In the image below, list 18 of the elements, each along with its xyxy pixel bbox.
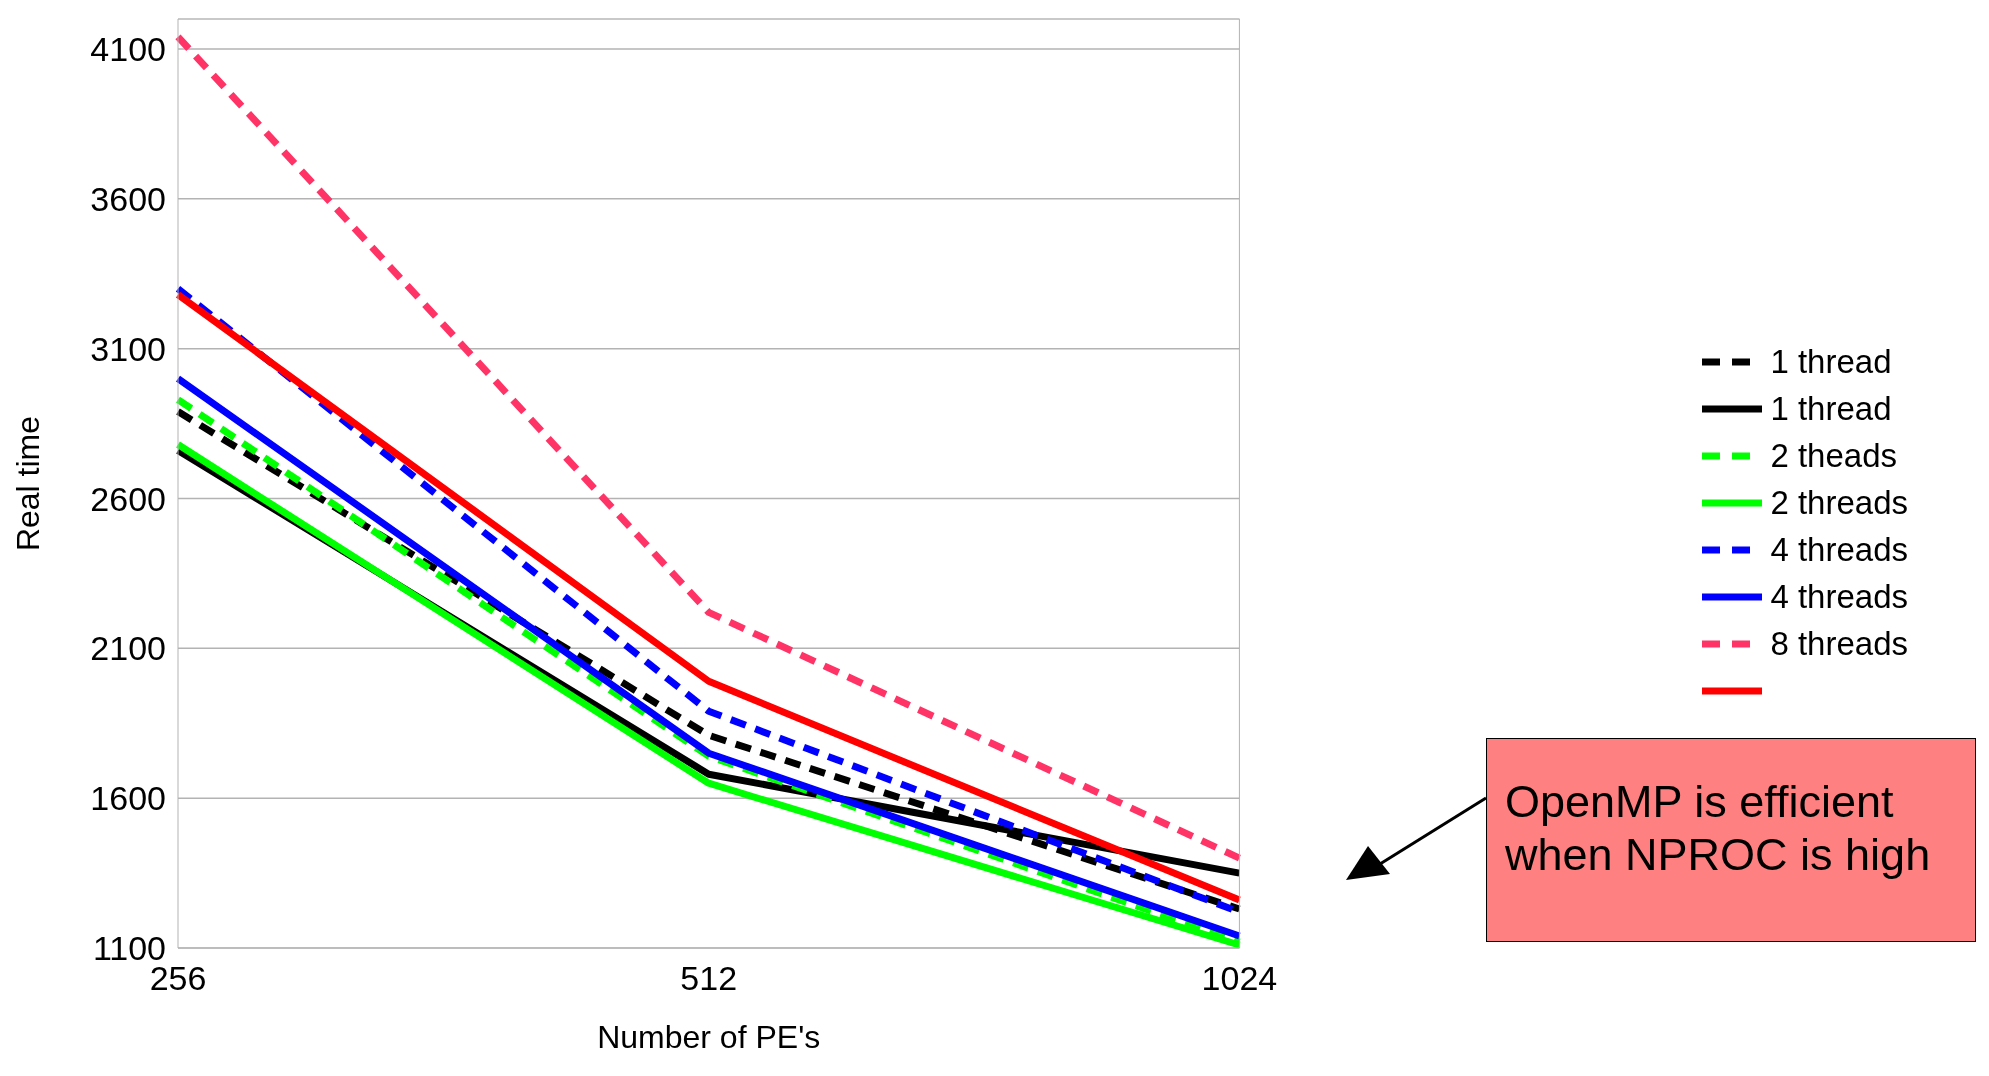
legend-label: 8 threads (1770, 624, 1908, 663)
y-tick-label: 4100 (90, 30, 166, 69)
y-tick-label: 1600 (90, 779, 166, 818)
x-axis-title: Number of PE's (597, 1019, 821, 1055)
x-tick-label: 1024 (1201, 959, 1278, 998)
legend-label: 2 threads (1770, 483, 1908, 522)
legend-label: 1 thread (1770, 389, 1892, 428)
y-tick-label: 2600 (90, 479, 166, 518)
x-tick-label: 512 (680, 959, 738, 998)
y-tick-label: 3100 (90, 329, 166, 368)
legend-label: 1 thread (1770, 342, 1892, 381)
y-axis-title: Real time (10, 415, 47, 552)
text: OpenMP is efficient when NPROC is high (1486, 738, 1976, 942)
y-tick-label: 3600 (90, 179, 166, 218)
legend-label: 4 threads (1770, 577, 1908, 616)
legend-label: 4 threads (1770, 530, 1908, 569)
y-tick-label: 2100 (90, 629, 166, 668)
legend-label: 2 theads (1770, 436, 1898, 475)
